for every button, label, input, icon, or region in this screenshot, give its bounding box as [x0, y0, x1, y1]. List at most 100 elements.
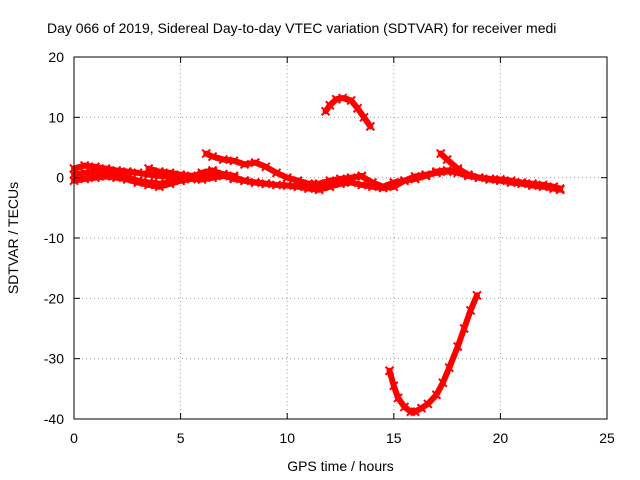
data-point: [207, 151, 218, 162]
y-tick-label: 0: [56, 170, 64, 186]
data-point: [239, 175, 250, 186]
series-track-h: [320, 93, 376, 132]
data-point: [293, 175, 303, 186]
data-point: [143, 180, 154, 190]
data-point: [165, 168, 175, 178]
y-tick-label: -40: [44, 411, 64, 427]
data-point: [79, 160, 90, 171]
data-point: [201, 148, 211, 159]
data-point: [399, 175, 410, 186]
data-point: [325, 175, 335, 186]
data-point: [444, 363, 454, 373]
data-point: [453, 341, 463, 352]
data-point: [218, 169, 228, 179]
y-tick-label: 10: [48, 109, 64, 125]
data-point: [506, 175, 516, 186]
data-point: [197, 169, 207, 180]
axis-ticks: 0 5 10 15 20 25 -40 -30 -20 -10 0 10 20: [44, 49, 615, 446]
data-point: [175, 169, 186, 180]
data-point: [410, 407, 420, 417]
data-point: [517, 177, 527, 188]
data-point: [431, 390, 442, 400]
data-point: [346, 95, 356, 106]
data-point: [250, 177, 260, 188]
y-tick-label: -20: [44, 290, 64, 306]
y-tick-label: -10: [44, 230, 64, 246]
data-point: [165, 178, 175, 189]
series-track-d: [143, 163, 239, 181]
data-point: [271, 180, 282, 190]
y-tick-label: -30: [44, 351, 64, 367]
data-point: [143, 163, 154, 174]
data-point: [421, 171, 431, 181]
data-point: [367, 177, 378, 188]
data-point: [154, 166, 164, 177]
x-tick-label: 15: [386, 430, 402, 446]
x-tick-label: 5: [177, 430, 185, 446]
series-track-e: [201, 148, 367, 189]
data-point: [337, 93, 348, 103]
data-point: [365, 121, 376, 132]
data-point: [122, 174, 133, 185]
data-point: [442, 165, 452, 176]
data-series: [69, 93, 565, 417]
data-point: [229, 171, 239, 181]
data-point: [320, 106, 331, 117]
data-point: [186, 171, 196, 181]
data-point: [335, 174, 346, 184]
data-point: [207, 168, 218, 178]
data-point: [399, 402, 410, 412]
gridlines: [74, 57, 607, 419]
x-tick-label: 0: [70, 430, 78, 446]
data-point: [548, 182, 559, 192]
data-point: [303, 178, 314, 189]
data-point: [218, 154, 228, 165]
data-point: [239, 159, 250, 170]
data-point: [384, 366, 395, 376]
data-point: [389, 381, 399, 391]
data-point: [229, 156, 239, 166]
data-point: [346, 172, 356, 183]
data-point: [453, 163, 463, 174]
data-point: [101, 171, 111, 182]
data-point: [378, 182, 388, 192]
data-point: [527, 178, 538, 189]
data-point: [459, 323, 469, 334]
x-axis-label: GPS time / hours: [287, 458, 394, 474]
data-point: [111, 172, 122, 183]
data-point: [474, 172, 484, 183]
data-point: [154, 182, 164, 192]
series-line: [386, 292, 480, 415]
plot-frame: [73, 56, 608, 420]
data-point: [133, 168, 143, 178]
x-tick-label: 10: [279, 430, 295, 446]
data-point: [495, 174, 506, 185]
series-track-i: [384, 290, 482, 417]
data-point: [282, 172, 292, 183]
data-point: [485, 174, 495, 184]
data-point: [463, 169, 474, 180]
data-point: [438, 378, 448, 388]
data-point: [261, 178, 271, 189]
data-point: [314, 178, 324, 189]
data-point: [389, 177, 399, 188]
data-point: [416, 403, 427, 413]
data-point: [90, 172, 101, 183]
data-point: [431, 166, 442, 177]
y-tick-label: 20: [48, 49, 64, 65]
data-point: [79, 174, 90, 184]
data-point: [282, 180, 292, 191]
data-point: [393, 393, 403, 403]
data-point: [359, 112, 369, 123]
x-tick-label: 20: [493, 430, 509, 446]
data-point: [261, 162, 271, 172]
data-point: [538, 180, 548, 190]
series-track-g: [435, 148, 565, 194]
data-point: [352, 103, 363, 113]
data-point: [357, 171, 367, 182]
data-point: [555, 183, 565, 194]
chart-title: Day 066 of 2019, Sidereal Day-to-day VTE…: [47, 20, 556, 36]
data-point: [357, 180, 367, 190]
series-line: [203, 150, 365, 187]
x-tick-label: 25: [599, 430, 615, 446]
